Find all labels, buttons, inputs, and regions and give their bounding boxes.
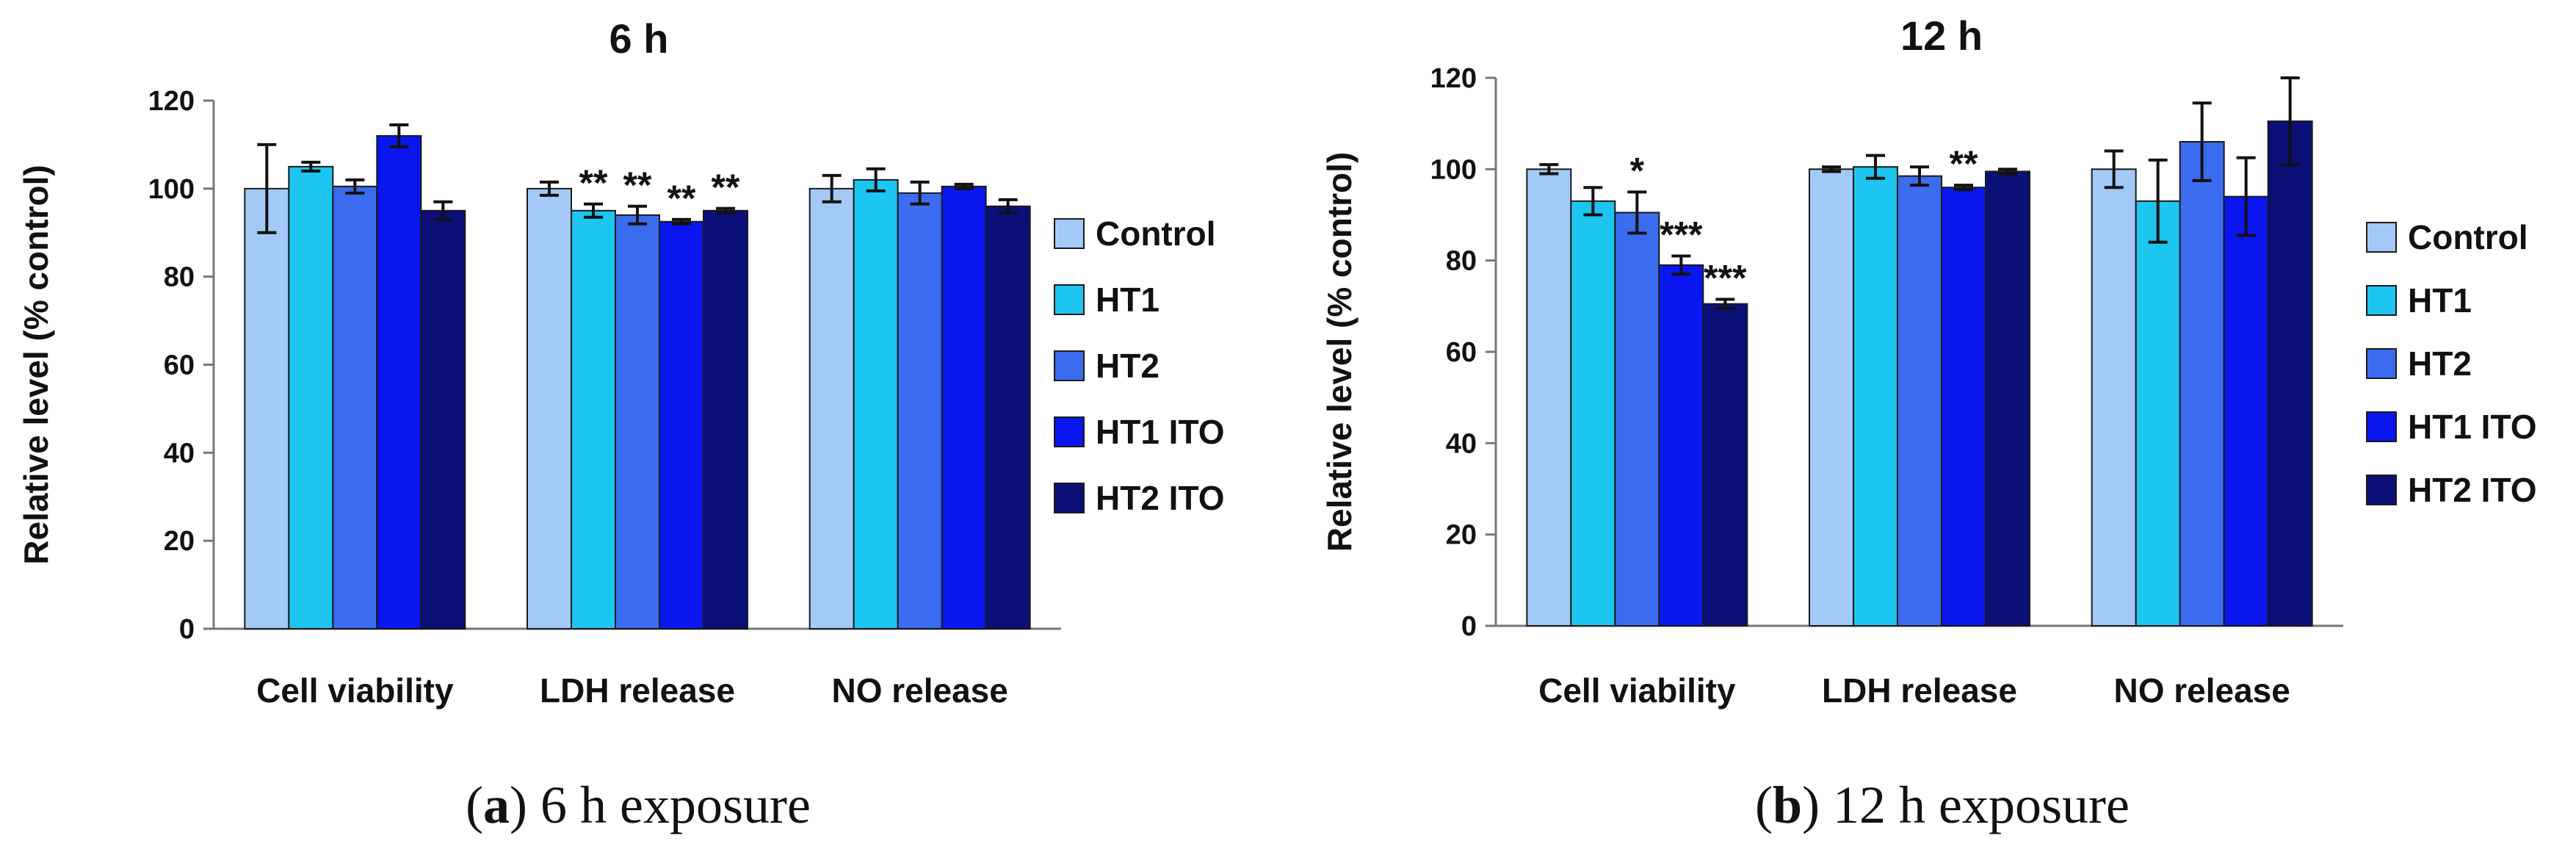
x-category-label: Cell viability <box>1538 671 1736 710</box>
legend-swatch-ht2-ito <box>1054 483 1085 513</box>
bar-control-ldh-release <box>527 187 572 630</box>
bar-ht1-ldh-release <box>571 209 616 629</box>
bar-ht1-ldh-release <box>1853 166 1898 627</box>
bar-ht2-no-release <box>2179 141 2225 627</box>
bar-ht1-ito-ldh-release <box>1941 187 1986 627</box>
bar-control-cell-viability <box>1526 168 1572 627</box>
legend-label-ht2: HT2 <box>2408 344 2472 383</box>
bar-group-cell-viability: ******* <box>1526 150 1748 627</box>
y-tick-label: 20 <box>1446 520 1477 551</box>
x-category-label: LDH release <box>1822 671 2017 710</box>
x-category-label: NO release <box>2113 671 2290 710</box>
bar-ht1-ito-cell-viability <box>376 134 422 629</box>
bar-ht2-ito-ldh-release <box>1985 170 2030 627</box>
significance-marker: ** <box>1950 143 1978 184</box>
bar-ht2-ldh-release <box>615 214 660 629</box>
bar-ht2-ito-no-release <box>2267 120 2313 627</box>
bar-ht1-no-release <box>2135 200 2181 627</box>
y-tick-label: 0 <box>1461 611 1477 642</box>
y-tick-label: 40 <box>164 438 195 469</box>
bar-ht2-ldh-release <box>1897 175 1942 627</box>
bar-ht2-ito-cell-viability <box>420 209 466 629</box>
legend-swatch-control <box>2366 222 2397 253</box>
significance-marker: ** <box>623 165 652 206</box>
bar-ht1-cell-viability <box>288 165 334 629</box>
bar-ht1-ito-cell-viability <box>1658 264 1704 627</box>
y-axis-label: Relative level (% control) <box>17 165 55 565</box>
legend-swatch-ht2 <box>2366 348 2397 379</box>
y-tick-label: 60 <box>1446 337 1477 368</box>
panel-caption: (b) 12 h exposure <box>1755 776 2130 834</box>
legend-label-ht1-ito: HT1 ITO <box>1096 413 1225 451</box>
significance-marker: *** <box>1704 258 1747 299</box>
y-tick-label: 100 <box>1430 154 1477 185</box>
panel-caption: (a) 6 h exposure <box>466 776 811 834</box>
bar-ht1-no-release <box>853 178 899 630</box>
legend-label-ht2-ito: HT2 ITO <box>2408 471 2537 509</box>
y-tick-label: 120 <box>148 86 195 117</box>
y-tick-label: 40 <box>1446 428 1477 459</box>
bar-control-no-release <box>808 187 855 630</box>
legend-label-control: Control <box>2408 218 2528 256</box>
y-tick-label: 60 <box>164 350 195 381</box>
legend-swatch-ht1-ito <box>2366 411 2397 442</box>
bar-group-no-release <box>808 167 1031 630</box>
chart-panel-1: 6 h Relative level (% control) 0 20 40 60 80 10… <box>17 15 1225 834</box>
legend-label-ht2-ito: HT2 ITO <box>1096 479 1225 517</box>
legend-swatch-ht1 <box>2366 285 2397 316</box>
bar-ht2-ito-no-release <box>985 205 1031 629</box>
bar-group-no-release <box>2091 76 2313 627</box>
y-axis-label: Relative level (% control) <box>1320 152 1358 552</box>
significance-marker: *** <box>1660 214 1703 255</box>
legend-swatch-control <box>1054 218 1085 249</box>
significance-marker: ** <box>712 167 740 208</box>
bar-ht2-ito-ldh-release <box>703 209 748 629</box>
bar-group-ldh-release: ** ** ** ** <box>527 162 748 630</box>
bar-ht2-ito-cell-viability <box>1702 303 1748 627</box>
bar-group-ldh-release: ** <box>1809 143 2030 627</box>
legend-label-ht2: HT2 <box>1096 347 1159 385</box>
legend-swatch-ht2 <box>1054 350 1085 381</box>
significance-marker: ** <box>667 178 696 219</box>
legend-label-ht1: HT1 <box>2408 281 2472 320</box>
bar-ht2-no-release <box>897 192 943 629</box>
bar-ht1-cell-viability <box>1570 200 1616 627</box>
legend-label-ht1: HT1 <box>1096 281 1159 319</box>
chart-title: 12 h <box>1900 12 1983 59</box>
legend-label-control: Control <box>1096 214 1216 253</box>
chart-title: 6 h <box>609 15 669 62</box>
bar-ht1-ito-ldh-release <box>659 220 704 630</box>
x-category-label: Cell viability <box>256 671 454 710</box>
bar-ht1-ito-no-release <box>941 185 987 629</box>
significance-marker: * <box>1630 150 1645 191</box>
bar-group-cell-viability <box>244 123 466 630</box>
bar-ht2-cell-viability <box>1614 212 1660 627</box>
chart-panel-2: 12 h Relative level (% control) 0 20 40 60 80 1… <box>1320 12 2537 834</box>
bar-control-cell-viability <box>244 187 290 630</box>
x-category-label: LDH release <box>540 671 735 710</box>
y-tick-label: 100 <box>148 174 195 205</box>
y-tick-label: 0 <box>179 614 195 645</box>
bar-ht2-cell-viability <box>332 185 378 629</box>
bar-control-ldh-release <box>1809 168 1854 627</box>
legend: Control HT1 HT2 HT1 ITO HT2 ITO <box>1054 214 1225 517</box>
x-category-label: NO release <box>831 671 1007 710</box>
legend-swatch-ht1-ito <box>1054 416 1085 447</box>
legend: Control HT1 HT2 HT1 ITO HT2 ITO <box>2366 218 2537 509</box>
significance-marker: ** <box>579 162 608 203</box>
legend-swatch-ht1 <box>1054 284 1085 315</box>
y-tick-label: 80 <box>164 262 195 293</box>
bar-ht1-ito-no-release <box>2223 195 2269 627</box>
bar-control-no-release <box>2091 168 2137 627</box>
y-tick-label: 80 <box>1446 246 1477 277</box>
y-tick-label: 20 <box>164 526 195 557</box>
legend-swatch-ht2-ito <box>2366 475 2397 505</box>
legend-label-ht1-ito: HT1 ITO <box>2408 408 2537 446</box>
y-tick-label: 120 <box>1430 63 1477 94</box>
